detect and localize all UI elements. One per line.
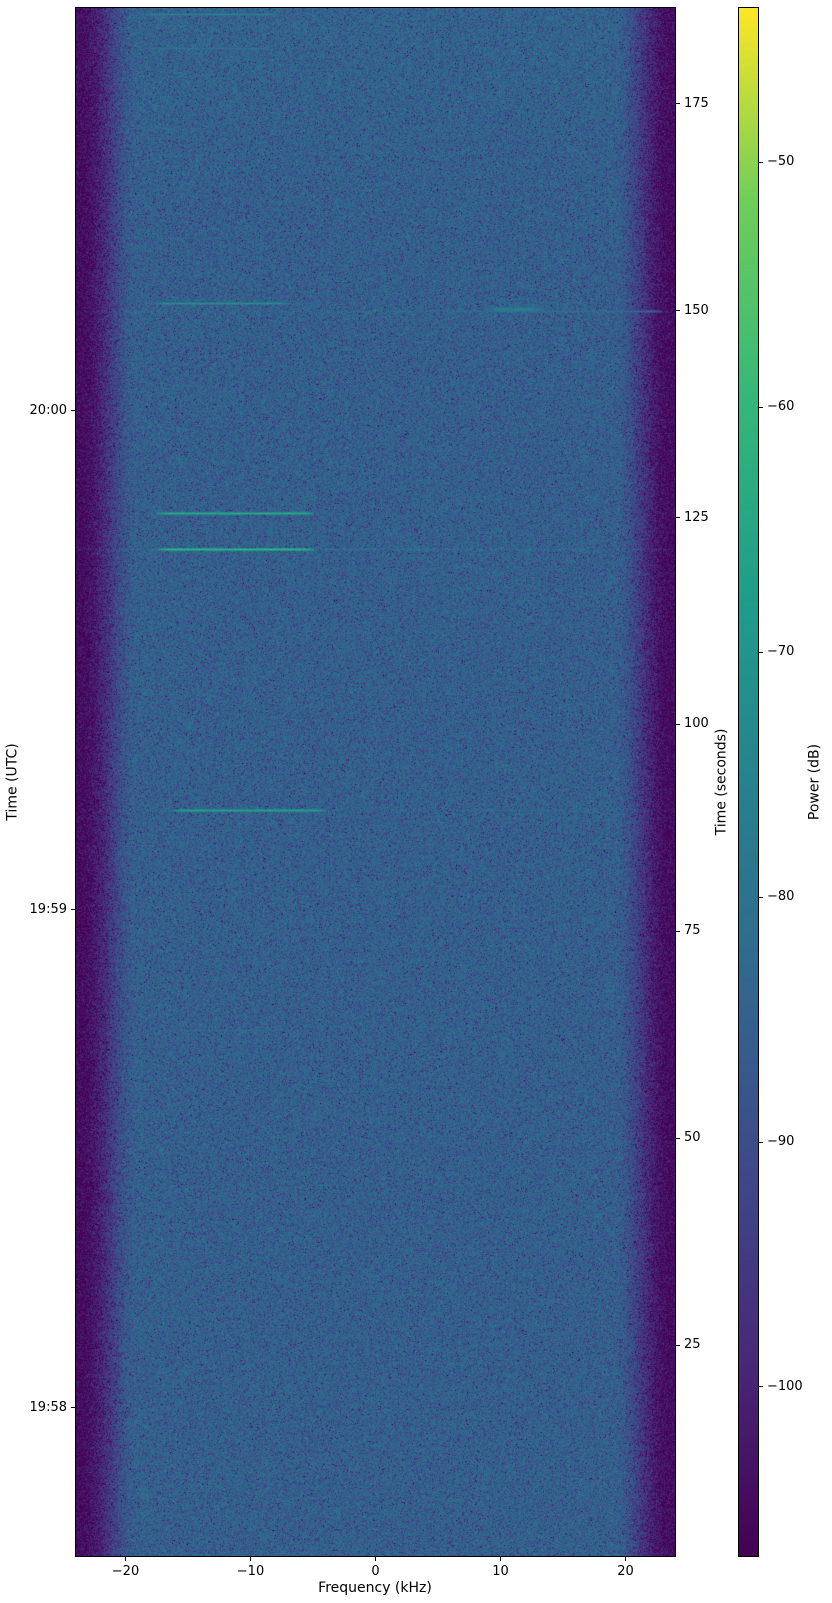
y-tick-label-utc: 19:58 xyxy=(29,1399,67,1415)
colorbar-tick-label: −100 xyxy=(767,1378,803,1394)
x-tick-mark xyxy=(125,1557,126,1561)
y-tick-label-seconds: 75 xyxy=(684,923,701,939)
y-tick-label-seconds: 50 xyxy=(684,1130,701,1146)
colorbar-tick-label: −70 xyxy=(767,644,795,660)
y-tick-mark-utc xyxy=(71,909,75,911)
y-tick-mark-seconds xyxy=(676,930,680,932)
y-tick-mark-utc xyxy=(71,410,75,412)
colorbar-tick-mark xyxy=(759,651,763,653)
colorbar-tick-mark xyxy=(759,161,763,163)
y-tick-mark-seconds xyxy=(676,517,680,519)
spectrogram-canvas xyxy=(75,7,676,1557)
colorbar-tick-mark xyxy=(759,1141,763,1143)
y-tick-mark-seconds xyxy=(676,1344,680,1346)
y-tick-mark-seconds xyxy=(676,310,680,312)
colorbar-tick-label: −80 xyxy=(767,889,795,905)
x-tick-mark xyxy=(375,1557,376,1561)
x-tick-mark xyxy=(625,1557,626,1561)
y-axis-label-left: Time (UTC) xyxy=(4,743,21,821)
x-tick-label: −10 xyxy=(236,1564,265,1579)
colorbar-tick-label: −50 xyxy=(767,154,795,170)
y-tick-label-utc: 20:00 xyxy=(29,402,67,418)
x-tick-mark xyxy=(250,1557,251,1561)
x-tick-mark xyxy=(500,1557,501,1561)
x-tick-label: −20 xyxy=(111,1564,140,1579)
y-axis-label-right: Time (seconds) xyxy=(713,728,730,836)
y-tick-mark-seconds xyxy=(676,1137,680,1139)
y-tick-label-seconds: 150 xyxy=(684,302,709,318)
y-tick-label-seconds: 25 xyxy=(684,1337,701,1353)
colorbar-tick-label: −90 xyxy=(767,1134,795,1150)
y-tick-mark-seconds xyxy=(676,723,680,725)
colorbar-tick-label: −60 xyxy=(767,399,795,415)
x-axis-label: Frequency (kHz) xyxy=(318,1580,432,1596)
y-tick-label-seconds: 125 xyxy=(684,509,709,525)
colorbar-tick-mark xyxy=(759,1386,763,1388)
x-tick-label: 0 xyxy=(371,1564,380,1579)
y-tick-label-utc: 19:59 xyxy=(29,901,67,917)
x-tick-label: 10 xyxy=(492,1564,509,1579)
y-tick-label-seconds: 175 xyxy=(684,95,709,111)
y-tick-mark-seconds xyxy=(676,103,680,105)
colorbar-canvas xyxy=(738,7,759,1557)
x-tick-label: 20 xyxy=(617,1564,634,1579)
y-tick-label-seconds: 100 xyxy=(684,716,709,732)
y-tick-mark-utc xyxy=(71,1407,75,1409)
colorbar-label: Power (dB) xyxy=(806,743,823,821)
colorbar-tick-mark xyxy=(759,406,763,408)
colorbar-tick-mark xyxy=(759,896,763,898)
